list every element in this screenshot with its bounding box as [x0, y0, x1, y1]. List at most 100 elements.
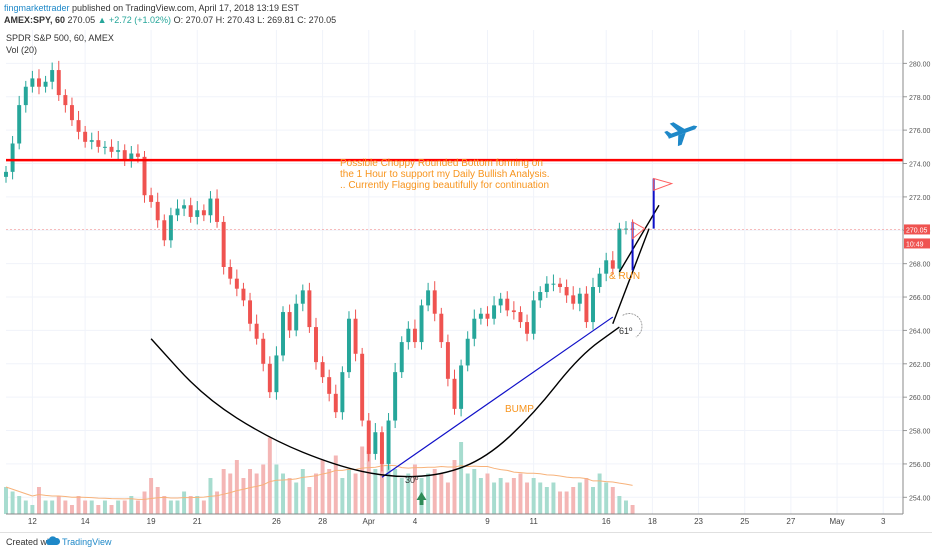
candle-body [195, 210, 200, 217]
candle-body [228, 266, 233, 279]
volume-bar [43, 500, 48, 514]
volume-bar [76, 496, 81, 514]
candle-body [188, 205, 193, 217]
volume-bar [327, 469, 332, 514]
candle-body [459, 365, 464, 409]
y-tick-label: 274.00 [909, 162, 931, 169]
volume-bar [551, 482, 556, 514]
price-chart[interactable]: Possible Choppy Rounded Bottom forming o… [0, 28, 932, 532]
publish-line: fingmarkettrader published on TradingVie… [4, 2, 299, 14]
x-tick-label: 14 [81, 517, 90, 526]
ohlc-values: O: 270.07 H: 270.43 L: 269.81 C: 270.05 [173, 15, 337, 25]
candle-body [96, 140, 101, 147]
volume-bar [412, 464, 417, 514]
tradingview-link[interactable]: TradingView [62, 537, 112, 547]
volume-bar [122, 500, 127, 514]
candle-body [56, 70, 61, 96]
candle-body [393, 372, 398, 421]
candle-body [518, 312, 523, 323]
current-price-label: 270.05 [906, 227, 928, 234]
volume-bar [300, 469, 305, 514]
author-link[interactable]: fingmarkettrader [4, 3, 70, 13]
y-tick-label: 280.00 [909, 61, 931, 68]
angle-30: 30º [405, 475, 419, 485]
volume-bar [142, 491, 147, 514]
candle-body [102, 146, 107, 148]
candle-body [241, 288, 246, 301]
volume-bar [89, 500, 94, 514]
last-price: 270.05 [67, 15, 96, 25]
candle-body [142, 156, 147, 196]
chart-title: SPDR S&P 500, 60, AMEX [6, 33, 114, 43]
candle-body [472, 318, 477, 339]
candle-body [201, 210, 206, 216]
volume-bar [379, 442, 384, 514]
angle-arc [622, 313, 643, 338]
x-tick-label: 18 [648, 517, 657, 526]
run-line [618, 204, 660, 273]
volume-bar [10, 491, 15, 514]
volume-bar [538, 482, 543, 514]
countdown-label: 10:49 [906, 241, 924, 248]
trendline [381, 316, 614, 478]
candle-body [287, 312, 292, 331]
candle-body [452, 378, 457, 409]
x-tick-label: 28 [318, 517, 327, 526]
candle-body [320, 362, 325, 378]
candle-body [577, 293, 582, 304]
candle-body [379, 432, 384, 464]
x-tick-label: 26 [272, 517, 281, 526]
x-tick-label: 19 [147, 517, 156, 526]
volume-bar [518, 473, 523, 514]
candle-body [498, 298, 503, 306]
x-tick-label: Apr [363, 517, 376, 526]
candle-body [445, 342, 450, 379]
volume-bar [373, 469, 378, 514]
candle-body [76, 120, 81, 132]
candle-body [485, 313, 490, 319]
volume-bar [109, 505, 114, 514]
analysis-text-line: .. Currently Flagging beautifully for co… [340, 180, 549, 191]
candle-body [360, 353, 365, 421]
candle-body [254, 323, 259, 339]
volume-bar [162, 496, 167, 514]
airplane-wing [677, 132, 686, 147]
volume-bar [30, 505, 35, 514]
y-tick-label: 256.00 [909, 462, 931, 469]
volume-bar [195, 496, 200, 514]
candle-body [162, 220, 167, 241]
candle-body [248, 300, 253, 324]
candle-body [307, 290, 312, 328]
volume-bar [83, 500, 88, 514]
volume-bar [201, 500, 206, 514]
volume-bar [340, 478, 345, 514]
volume-bar [544, 487, 549, 514]
candle-body [544, 283, 549, 293]
candle-body [17, 105, 22, 144]
change-value: ▲ +2.72 (+1.02%) [97, 15, 172, 25]
candle-body [109, 146, 114, 152]
y-tick-label: 276.00 [909, 128, 931, 135]
axes: 254.00 256.00 258.00 260.00 262.00 264.00 266.… [6, 30, 931, 526]
y-tick-label: 268.00 [909, 262, 931, 269]
candle-body [558, 283, 563, 288]
analysis-text-line: the 1 Hour to support my Daily Bullish A… [340, 169, 550, 180]
candle-body [175, 208, 180, 216]
candle-body [353, 318, 358, 354]
volume-bar [248, 469, 253, 514]
candle-body [10, 143, 15, 172]
volume-bar [155, 487, 160, 514]
y-tick-label: 262.00 [909, 362, 931, 369]
x-tick-label: 25 [740, 517, 749, 526]
volume-bar [314, 473, 318, 514]
y-tick-label: 272.00 [909, 195, 931, 202]
bump-label: BUMP [505, 404, 534, 415]
candle-body [604, 260, 609, 274]
volume-bar [564, 491, 569, 514]
volume-bar [531, 478, 536, 514]
candle-body [432, 290, 437, 314]
candle-body [531, 300, 536, 334]
candle-body [412, 328, 417, 343]
candle-body [129, 153, 134, 161]
x-tick-label: 21 [193, 517, 202, 526]
